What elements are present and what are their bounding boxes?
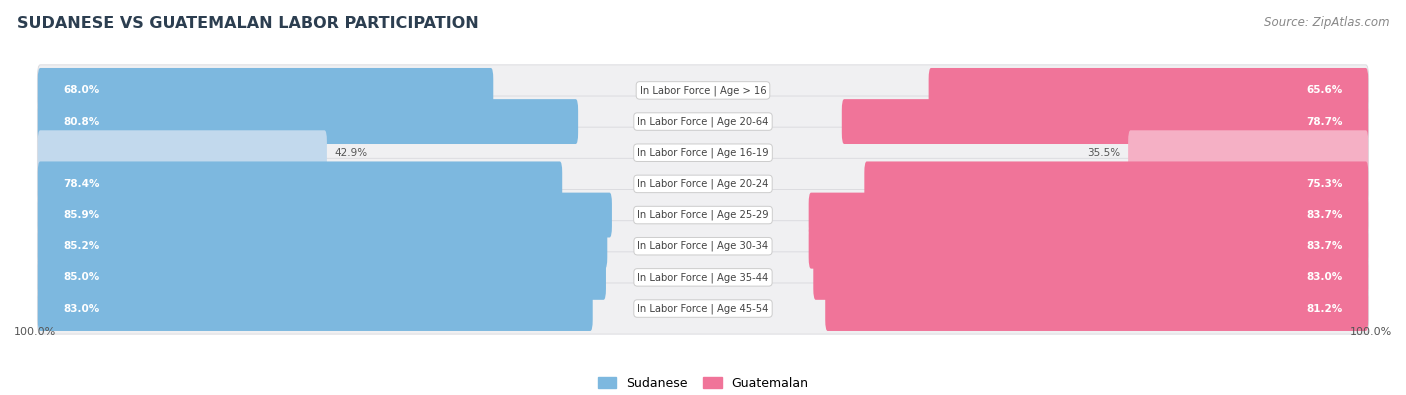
Legend: Sudanese, Guatemalan: Sudanese, Guatemalan (592, 372, 814, 395)
FancyBboxPatch shape (38, 283, 1368, 334)
Text: 83.7%: 83.7% (1306, 210, 1343, 220)
FancyBboxPatch shape (38, 162, 562, 206)
Text: 65.6%: 65.6% (1306, 85, 1343, 96)
FancyBboxPatch shape (842, 99, 1368, 144)
FancyBboxPatch shape (865, 162, 1368, 206)
FancyBboxPatch shape (38, 224, 607, 269)
FancyBboxPatch shape (808, 224, 1368, 269)
FancyBboxPatch shape (808, 193, 1368, 237)
Text: 80.8%: 80.8% (63, 117, 100, 126)
Text: 100.0%: 100.0% (1350, 327, 1392, 337)
Text: 85.2%: 85.2% (63, 241, 100, 251)
Text: 78.4%: 78.4% (63, 179, 100, 189)
Text: SUDANESE VS GUATEMALAN LABOR PARTICIPATION: SUDANESE VS GUATEMALAN LABOR PARTICIPATI… (17, 16, 478, 31)
FancyBboxPatch shape (38, 190, 1368, 241)
FancyBboxPatch shape (38, 193, 612, 237)
Text: In Labor Force | Age 30-34: In Labor Force | Age 30-34 (637, 241, 769, 252)
FancyBboxPatch shape (38, 127, 1368, 178)
FancyBboxPatch shape (813, 255, 1368, 300)
Text: 83.0%: 83.0% (63, 303, 100, 314)
Text: Source: ZipAtlas.com: Source: ZipAtlas.com (1264, 16, 1389, 29)
Text: 83.7%: 83.7% (1306, 241, 1343, 251)
FancyBboxPatch shape (1128, 130, 1368, 175)
Text: In Labor Force | Age 16-19: In Labor Force | Age 16-19 (637, 147, 769, 158)
Text: In Labor Force | Age 20-64: In Labor Force | Age 20-64 (637, 116, 769, 127)
Text: 42.9%: 42.9% (335, 148, 367, 158)
Text: 75.3%: 75.3% (1306, 179, 1343, 189)
FancyBboxPatch shape (38, 68, 494, 113)
Text: 68.0%: 68.0% (63, 85, 100, 96)
FancyBboxPatch shape (38, 255, 606, 300)
FancyBboxPatch shape (38, 286, 593, 331)
Text: In Labor Force | Age 45-54: In Labor Force | Age 45-54 (637, 303, 769, 314)
Text: 100.0%: 100.0% (14, 327, 56, 337)
Text: In Labor Force | Age 25-29: In Labor Force | Age 25-29 (637, 210, 769, 220)
FancyBboxPatch shape (928, 68, 1368, 113)
Text: 35.5%: 35.5% (1087, 148, 1121, 158)
FancyBboxPatch shape (38, 130, 328, 175)
Text: 85.0%: 85.0% (63, 273, 100, 282)
FancyBboxPatch shape (38, 65, 1368, 116)
Text: 78.7%: 78.7% (1306, 117, 1343, 126)
Text: In Labor Force | Age > 16: In Labor Force | Age > 16 (640, 85, 766, 96)
FancyBboxPatch shape (38, 221, 1368, 272)
FancyBboxPatch shape (38, 96, 1368, 147)
Text: 85.9%: 85.9% (63, 210, 100, 220)
FancyBboxPatch shape (38, 252, 1368, 303)
Text: 81.2%: 81.2% (1306, 303, 1343, 314)
Text: In Labor Force | Age 35-44: In Labor Force | Age 35-44 (637, 272, 769, 283)
Text: In Labor Force | Age 20-24: In Labor Force | Age 20-24 (637, 179, 769, 189)
FancyBboxPatch shape (38, 158, 1368, 209)
Text: 83.0%: 83.0% (1306, 273, 1343, 282)
FancyBboxPatch shape (38, 99, 578, 144)
FancyBboxPatch shape (825, 286, 1368, 331)
